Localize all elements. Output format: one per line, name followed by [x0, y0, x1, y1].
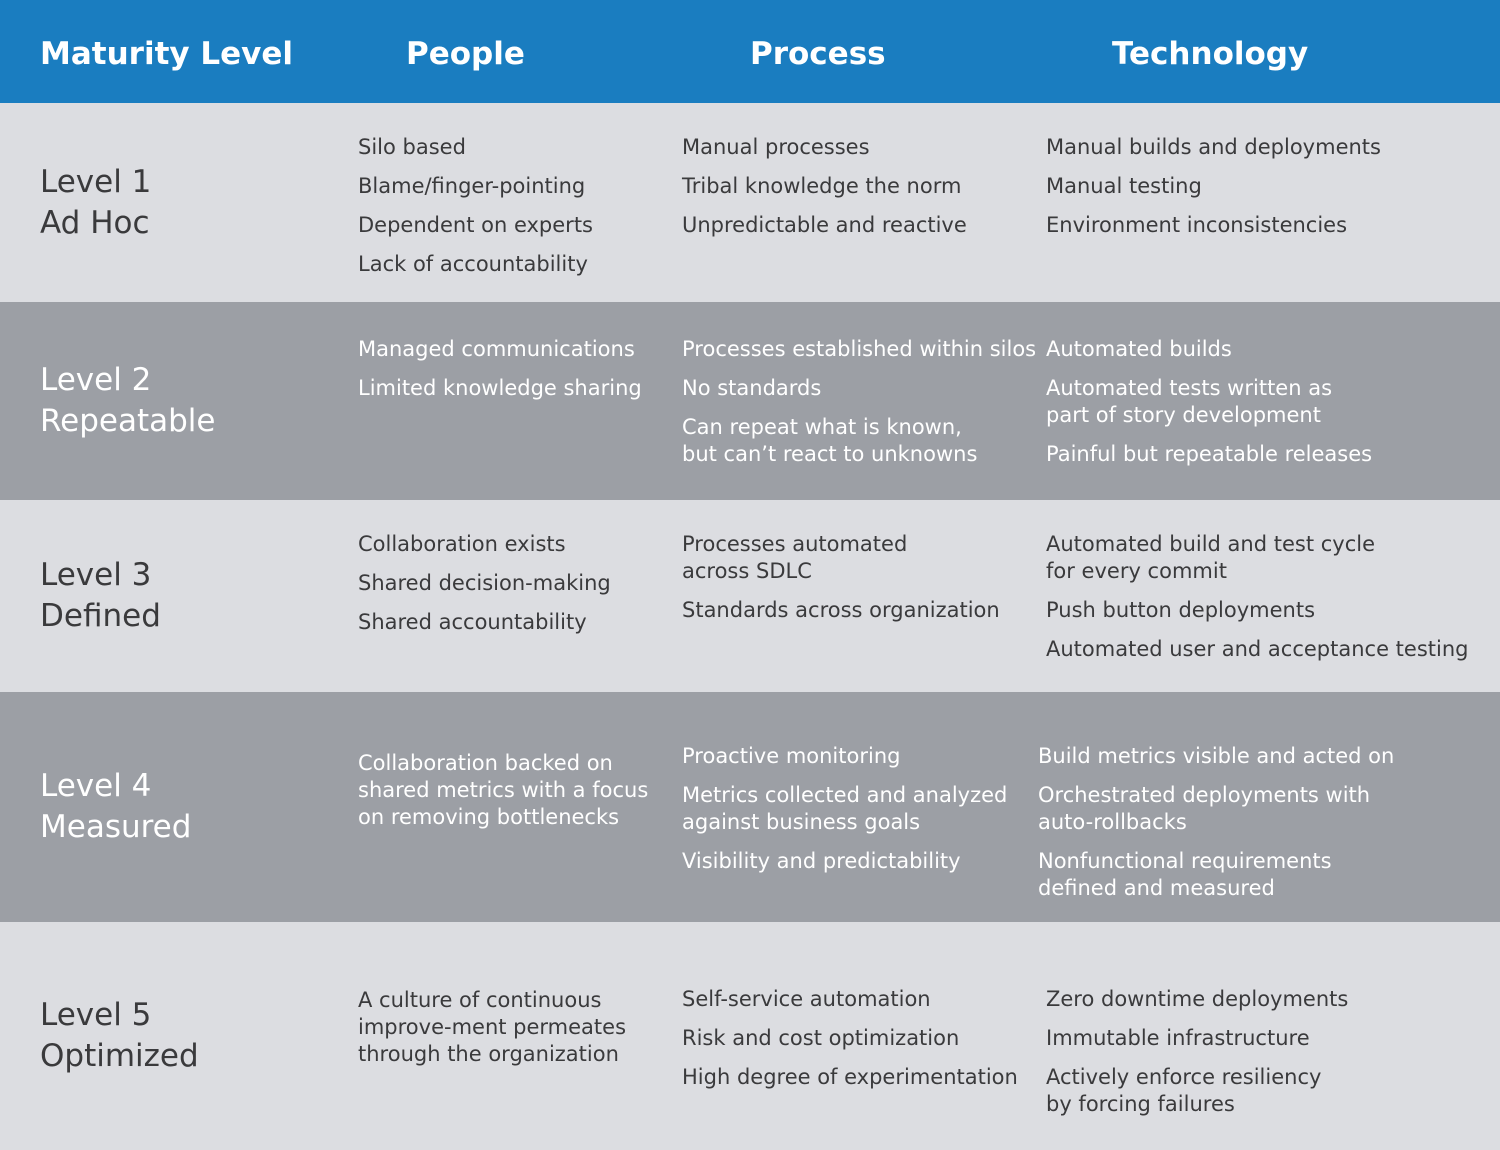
cell-item: No standards: [682, 376, 822, 400]
level-cell: Level 4 Measured: [40, 692, 191, 922]
cell-item: Standards across organization: [682, 598, 1000, 622]
cell-item: Dependent on experts: [358, 213, 593, 237]
cell-item: Collaboration exists: [358, 532, 566, 556]
cell-item: Manual testing: [1046, 174, 1202, 198]
cell-item: Shared accountability: [358, 610, 587, 634]
process-cell: Self-service automation Risk and cost opt…: [682, 986, 1018, 1103]
cell-item: Risk and cost optimization: [682, 1026, 960, 1050]
cell-item: Limited knowledge sharing: [358, 376, 642, 400]
cell-item: Environment inconsistencies: [1046, 213, 1348, 237]
cell-item: Lack of accountability: [358, 252, 588, 276]
cell-item: Actively enforce resiliency by forcing f…: [1046, 1065, 1322, 1116]
cell-item: Collaboration backed on shared metrics w…: [358, 751, 649, 829]
cell-item: Tribal knowledge the norm: [682, 174, 962, 198]
level-name: Optimized: [40, 1038, 199, 1074]
cell-item: Automated tests written as part of story…: [1046, 376, 1333, 427]
cell-item: Silo based: [358, 135, 466, 159]
table-row: Level 5 Optimized A culture of continuous …: [0, 922, 1500, 1150]
level-number: Level 2: [40, 362, 152, 398]
process-cell: Manual processes Tribal knowledge the nor…: [682, 134, 967, 251]
technology-cell: Automated build and test cycle for every…: [1046, 531, 1468, 675]
level-number: Level 4: [40, 768, 152, 804]
level-cell: Level 5 Optimized: [40, 922, 199, 1150]
process-cell: Processes established within silos No sta…: [682, 336, 1036, 480]
cell-item: Visibility and predictability: [682, 849, 961, 873]
table-row: Level 2 Repeatable Managed communications L…: [0, 302, 1500, 500]
header-cell: Maturity Level: [40, 36, 294, 72]
cell-item: Proactive monitoring: [682, 744, 901, 768]
cell-item: A culture of continuous improve-ment per…: [358, 988, 627, 1066]
cell-item: Shared decision-making: [358, 571, 611, 595]
level-name: Defined: [40, 598, 161, 634]
cell-item: Nonfunctional requirements defined and m…: [1038, 849, 1332, 900]
cell-item: Can repeat what is known, but can’t reac…: [682, 415, 978, 466]
people-cell: Collaboration backed on shared metrics w…: [358, 750, 648, 843]
header-cell: Technology: [1112, 36, 1309, 72]
technology-cell: Build metrics visible and acted on Orches…: [1038, 743, 1394, 914]
header-cell: Process: [750, 36, 886, 72]
people-cell: Managed communications Limited knowledge …: [358, 336, 642, 414]
table-row: Level 1 Ad Hoc Silo based Blame/finger-poin…: [0, 103, 1500, 302]
people-cell: Silo based Blame/finger-pointing Dependent…: [358, 134, 593, 290]
people-cell: Collaboration exists Shared decision-maki…: [358, 531, 611, 648]
cell-item: Zero downtime deployments: [1046, 987, 1349, 1011]
cell-item: Self-service automation: [682, 987, 931, 1011]
level-name: Measured: [40, 809, 192, 845]
level-number: Level 1: [40, 163, 152, 200]
cell-item: High degree of experimentation: [682, 1065, 1018, 1089]
cell-item: Unpredictable and reactive: [682, 213, 967, 237]
header-bar: Maturity Level People Process Technology: [0, 0, 1500, 103]
cell-item: Automated builds: [1046, 337, 1232, 361]
table-row: Level 4 Measured Collaboration backed on s…: [0, 692, 1500, 922]
table-row: Level 3 Defined Collaboration exists Shared…: [0, 500, 1500, 692]
header-cell: People: [406, 36, 525, 72]
technology-cell: Automated builds Automated tests written …: [1046, 336, 1372, 480]
cell-item: Automated user and acceptance testing: [1046, 637, 1469, 661]
level-cell: Level 1 Ad Hoc: [40, 103, 151, 302]
cell-item: Processes automated across SDLC: [682, 532, 908, 583]
technology-cell: Manual builds and deployments Manual test…: [1046, 134, 1381, 251]
level-name: Ad Hoc: [40, 204, 150, 241]
cell-item: Automated build and test cycle for every…: [1046, 532, 1376, 583]
people-cell: A culture of continuous improve-ment per…: [358, 987, 626, 1080]
cell-item: Manual processes: [682, 135, 870, 159]
technology-cell: Zero downtime deployments Immutable infra…: [1046, 986, 1348, 1130]
cell-item: Orchestrated deployments with auto-rollb…: [1038, 783, 1371, 834]
process-cell: Proactive monitoring Metrics collected an…: [682, 743, 1007, 887]
cell-item: Manual builds and deployments: [1046, 135, 1381, 159]
level-cell: Level 3 Defined: [40, 500, 161, 692]
cell-item: Metrics collected and analyzed against b…: [682, 783, 1008, 834]
level-name: Repeatable: [40, 403, 216, 439]
cell-item: Processes established within silos: [682, 337, 1037, 361]
cell-item: Immutable infrastructure: [1046, 1026, 1310, 1050]
level-number: Level 3: [40, 557, 152, 593]
cell-item: Build metrics visible and acted on: [1038, 744, 1395, 768]
cell-item: Painful but repeatable releases: [1046, 442, 1373, 466]
cell-item: Push button deployments: [1046, 598, 1316, 622]
level-cell: Level 2 Repeatable: [40, 302, 215, 500]
cell-item: Managed communications: [358, 337, 635, 361]
cell-item: Blame/finger-pointing: [358, 174, 586, 198]
process-cell: Processes automated across SDLC Standards…: [682, 531, 1000, 636]
level-number: Level 5: [40, 997, 152, 1033]
